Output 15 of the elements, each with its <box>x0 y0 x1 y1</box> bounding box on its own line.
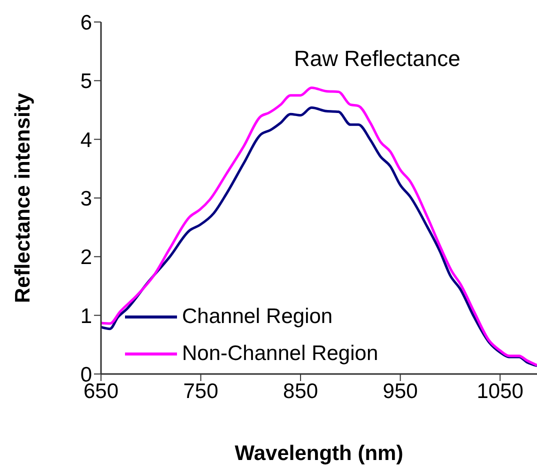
x-axis-title: Wavelength (nm) <box>234 442 404 465</box>
y-tick-label: 2 <box>80 246 92 270</box>
y-tick-label: 3 <box>80 187 92 210</box>
x-tick-label: 950 <box>382 380 418 403</box>
y-tick-label: 1 <box>80 304 92 328</box>
y-tick-label: 6 <box>80 11 92 34</box>
x-tick-label: 850 <box>283 380 318 403</box>
text: Raw Reflectance <box>294 46 460 72</box>
x-tick-label: 1050 <box>476 380 524 403</box>
x-tick-label: 750 <box>183 380 218 403</box>
legend-label: Channel Region <box>182 304 333 330</box>
y-tick-label: 5 <box>80 70 92 94</box>
legend-label: Non-Channel Region <box>182 341 378 367</box>
y-axis-title: Reflectance intensity <box>11 92 34 304</box>
y-tick-label: 4 <box>80 128 92 152</box>
